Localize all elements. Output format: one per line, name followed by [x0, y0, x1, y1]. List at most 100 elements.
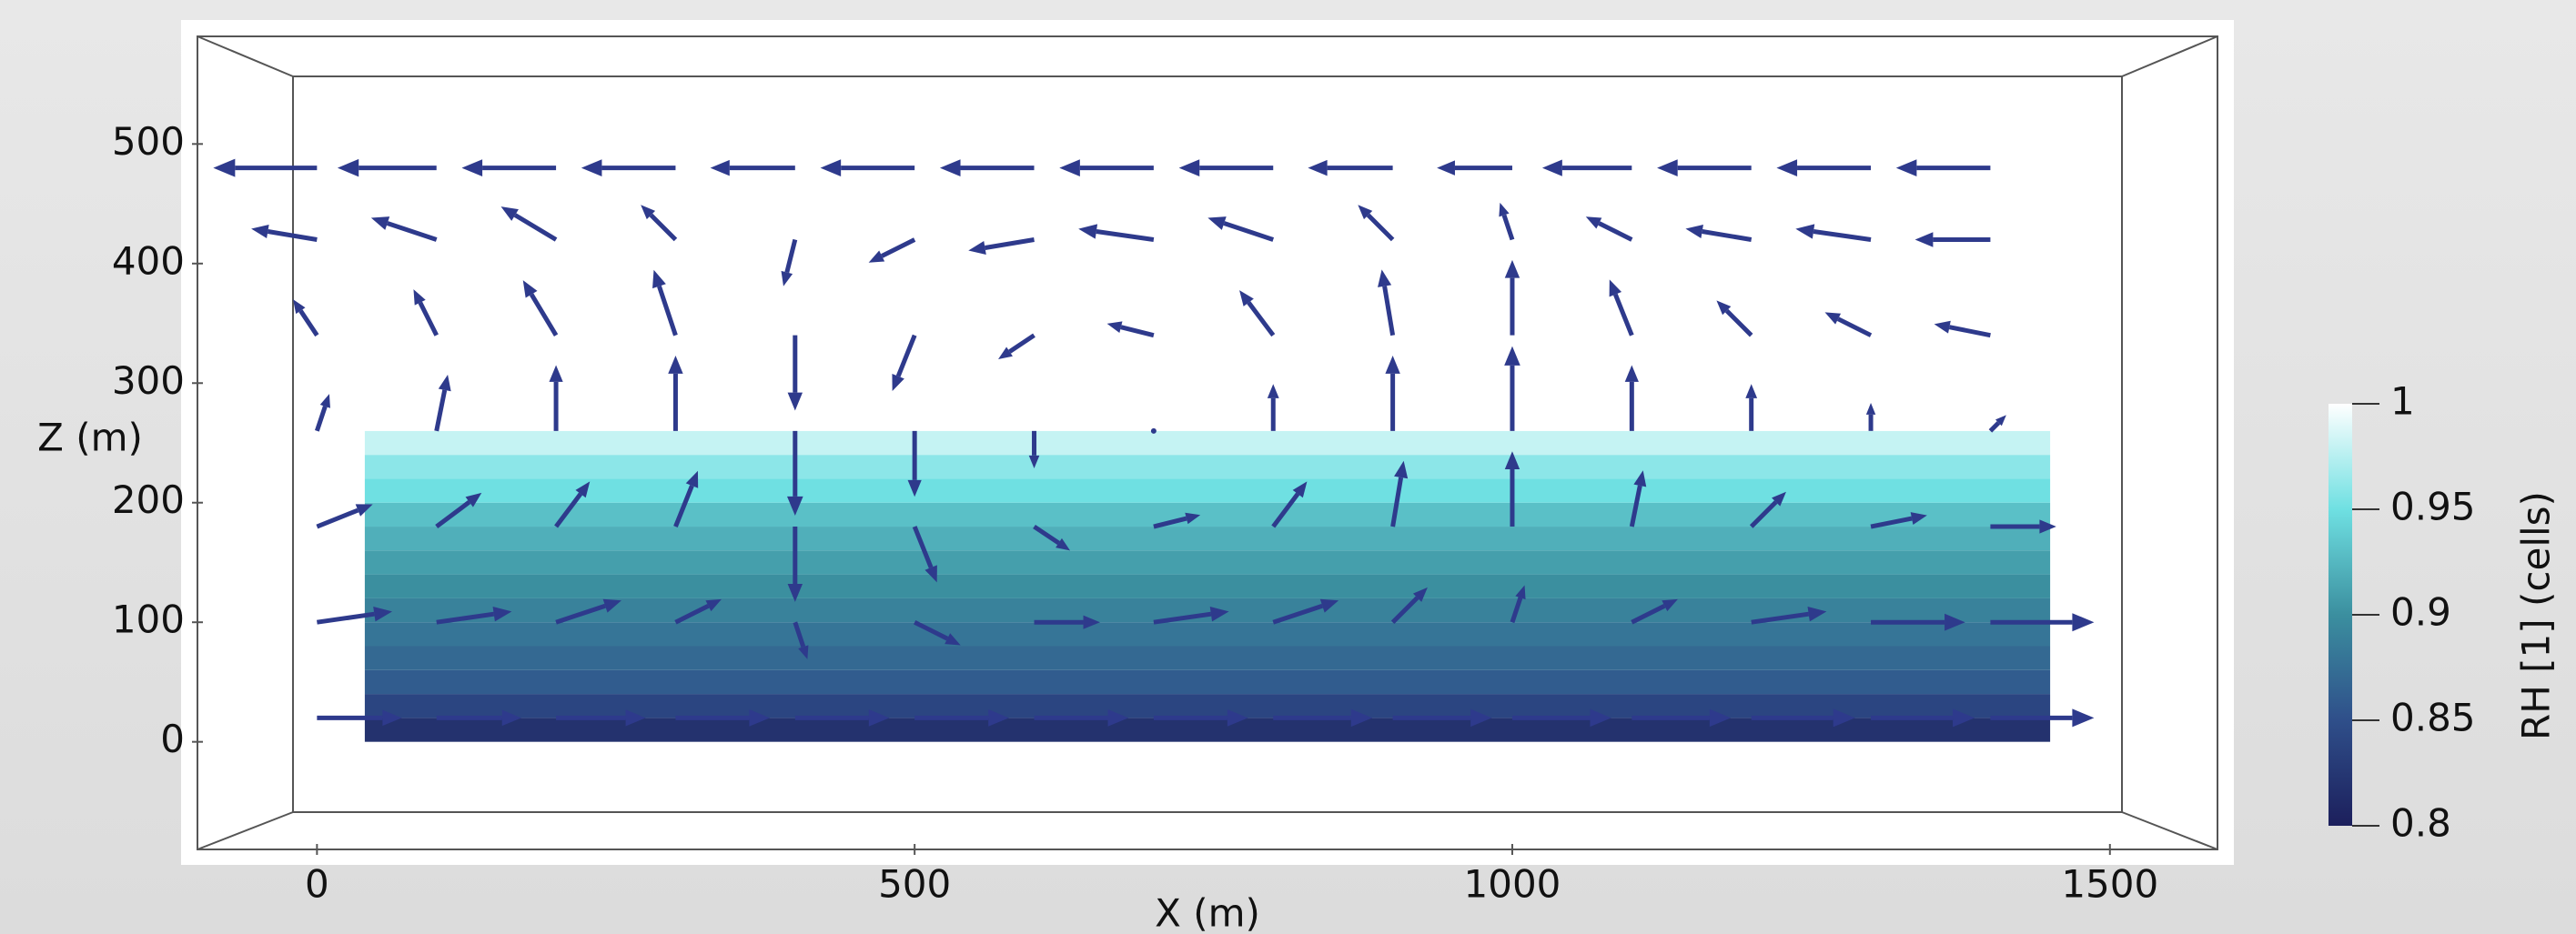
arrow: [1499, 202, 1515, 241]
arrow-head: [1914, 232, 1934, 247]
arrow-shaft: [1724, 308, 1753, 337]
arrow: [1609, 279, 1634, 336]
arrow-head: [781, 270, 793, 286]
arrow-shaft: [555, 603, 606, 625]
arrow: [1934, 320, 1991, 338]
arrow-head: [1795, 224, 1815, 239]
arrow-shaft: [1153, 611, 1212, 625]
arrow: [793, 621, 809, 659]
arrow-shaft: [1613, 293, 1634, 336]
arrow: [1153, 512, 1201, 529]
arrow-shaft: [1096, 229, 1155, 242]
arrow: [1990, 613, 2095, 632]
arrow-shaft: [386, 221, 438, 242]
arrow-head: [2072, 708, 2095, 728]
rh-cell: [364, 669, 2051, 695]
arrow: [1990, 708, 2095, 728]
arrow-shaft: [529, 293, 559, 336]
arrow-head: [1056, 537, 1071, 551]
y-tick-label: 400: [112, 238, 185, 283]
arrow-head: [1945, 613, 1965, 631]
arrow-shaft: [513, 213, 558, 242]
rh-cell: [364, 407, 2051, 431]
arrow-head: [1504, 346, 1520, 366]
arrow: [1150, 427, 1157, 434]
arrow-head: [213, 158, 236, 177]
arrow: [1914, 232, 1991, 247]
arrow: [1033, 524, 1071, 551]
arrow-head: [355, 504, 373, 517]
arrow-shaft: [435, 500, 471, 529]
arrow-head: [1227, 708, 1248, 727]
arrow: [1504, 259, 1520, 336]
arrow: [1504, 346, 1520, 431]
arrow-head: [1515, 585, 1526, 600]
arrow: [1385, 356, 1400, 431]
arrow-head: [1319, 598, 1339, 613]
arrow-head: [968, 240, 986, 256]
arrow: [556, 709, 646, 727]
arrow-head: [602, 598, 621, 613]
arrow-head: [1865, 403, 1876, 415]
arrow-head: [1239, 290, 1254, 306]
arrow: [435, 492, 482, 529]
arrow-head: [1106, 321, 1123, 333]
arrow-head: [251, 224, 269, 239]
arrow: [1106, 321, 1155, 338]
arrow: [337, 158, 437, 177]
arrow-head: [1292, 481, 1308, 498]
arrow: [998, 333, 1035, 360]
arrow: [436, 607, 512, 625]
arrow: [1153, 607, 1229, 625]
arrow: [213, 158, 318, 177]
arrow-shaft: [914, 619, 949, 641]
arrow: [549, 365, 563, 431]
box-back: [292, 75, 2123, 813]
arrow-head: [1028, 455, 1040, 469]
box-edge: [2121, 35, 2218, 77]
arrow-shaft: [1510, 597, 1523, 623]
arrow: [316, 504, 373, 529]
y-tick-label: 300: [112, 358, 185, 403]
arrow-head: [641, 205, 656, 220]
arrow-head: [1541, 159, 1562, 176]
arrow: [939, 159, 1035, 177]
arrow-head: [1590, 708, 1611, 728]
arrow: [787, 527, 803, 602]
rh-cell: [364, 455, 2051, 479]
arrow: [787, 430, 803, 517]
arrow: [1358, 205, 1395, 242]
arrow: [892, 334, 917, 391]
arrow: [1865, 403, 1876, 431]
arrow: [1749, 491, 1786, 528]
box-edge: [2121, 811, 2218, 850]
arrow-head: [492, 607, 512, 622]
arrow-shaft: [436, 611, 495, 625]
arrow-head: [1083, 615, 1100, 629]
arrow-head: [1807, 607, 1827, 622]
arrow: [317, 607, 393, 625]
rh-cell: [364, 694, 2051, 718]
rh-cell: [364, 646, 2051, 670]
arrow-head: [293, 299, 306, 315]
arrow-shaft: [673, 485, 694, 527]
arrow-head: [945, 633, 961, 646]
arrow: [794, 708, 890, 727]
rh-cell: [364, 622, 2051, 647]
y-tick-label: 100: [112, 598, 185, 642]
arrow: [1034, 615, 1100, 629]
arrow: [1585, 216, 1633, 242]
arrow: [500, 206, 558, 242]
colorbar-title: RH [1] (cells): [2514, 491, 2559, 740]
arrow: [1028, 430, 1040, 469]
arrow: [781, 238, 798, 286]
arrow-head: [549, 365, 563, 382]
arrow: [668, 356, 683, 431]
arrow-head: [939, 159, 961, 177]
colorbar-tick-label: 0.85: [2390, 696, 2476, 740]
arrow: [641, 205, 678, 242]
arrow: [710, 159, 795, 176]
arrow-head: [1953, 708, 1975, 728]
arrow-head: [522, 280, 538, 298]
rh-cell: [364, 430, 2051, 456]
